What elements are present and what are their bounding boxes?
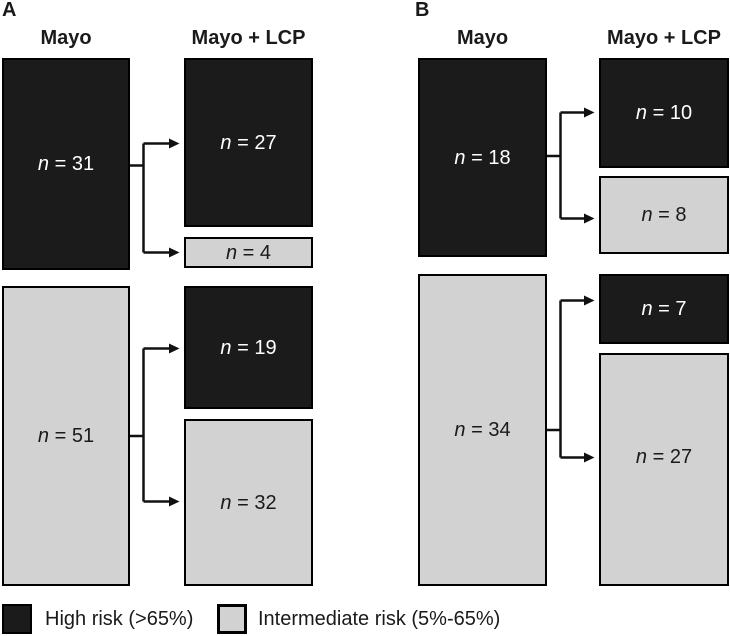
legend-high-risk-label: High risk (>65%)	[45, 608, 194, 630]
arrow-b-bottom-fork-spine	[547, 300, 562, 458]
n-symbol: n	[454, 419, 466, 441]
panel-a-lcp-high-risk-bottom-box: n = 19	[184, 286, 313, 409]
panel-b-lcp-high-risk-bottom-box: n = 7	[599, 274, 729, 344]
n-symbol: n	[220, 491, 232, 514]
n-symbol: n	[37, 425, 50, 447]
n-symbol: n	[225, 241, 238, 264]
legend-intermediate-risk-label: Intermediate risk (5%-65%)	[258, 608, 501, 630]
n-symbol: n	[220, 336, 232, 359]
panel-b-mayo-intermediate-risk-box: n = 34	[418, 274, 547, 586]
count-label: n = 27	[635, 445, 693, 468]
count-label: n = 8	[641, 204, 687, 226]
n-symbol: n	[635, 102, 648, 124]
n-symbol: n	[641, 298, 653, 320]
count-label: n = 31	[37, 153, 95, 175]
arrow-a-bottom-fork-spine	[130, 348, 145, 502]
count-label: n = 7	[641, 298, 687, 320]
n-symbol: n	[641, 204, 653, 226]
arrow-b-top-fork-spine	[547, 112, 562, 219]
count-label: n = 27	[220, 131, 277, 154]
n-symbol: n	[220, 131, 232, 154]
panel-b-mayo-high-risk-box: n = 18	[418, 58, 547, 257]
n-symbol: n	[454, 146, 466, 169]
legend-high-risk-swatch	[2, 604, 32, 634]
panel-b-mayo-lcp-column-header: Mayo + LCP	[607, 27, 721, 49]
panel-a-mayo-lcp-column-header: Mayo + LCP	[191, 27, 306, 49]
count-label: n = 51	[37, 425, 95, 447]
panel-b-lcp-high-risk-top-box: n = 10	[599, 58, 729, 168]
panel-a-mayo-intermediate-risk-box: n = 51	[2, 286, 130, 586]
count-label: n = 19	[220, 336, 277, 359]
count-label: n = 32	[220, 491, 277, 514]
count-label: n = 10	[635, 102, 693, 124]
n-symbol: n	[635, 445, 648, 468]
panel-a-lcp-high-risk-top-box: n = 27	[184, 58, 313, 227]
panel-a-lcp-intermediate-risk-bottom-box: n = 32	[184, 419, 313, 586]
panel-b-label: B	[415, 0, 430, 21]
count-label: n = 18	[454, 146, 511, 169]
legend-intermediate-risk-swatch	[217, 604, 247, 634]
panel-b-lcp-intermediate-risk-top-box: n = 8	[599, 176, 729, 254]
panel-a-lcp-intermediate-risk-top-box: n = 4	[184, 237, 313, 268]
panel-b-mayo-column-header: Mayo	[456, 27, 509, 49]
count-label: n = 4	[225, 241, 272, 264]
panel-a-mayo-high-risk-box: n = 31	[2, 58, 130, 270]
count-label: n = 34	[454, 419, 511, 441]
n-symbol: n	[37, 153, 50, 175]
panel-a-mayo-column-header: Mayo	[40, 27, 92, 49]
panel-a-label: A	[2, 0, 17, 21]
panel-b-lcp-intermediate-risk-bottom-box: n = 27	[599, 353, 729, 586]
arrow-a-top-fork-spine	[130, 143, 145, 253]
